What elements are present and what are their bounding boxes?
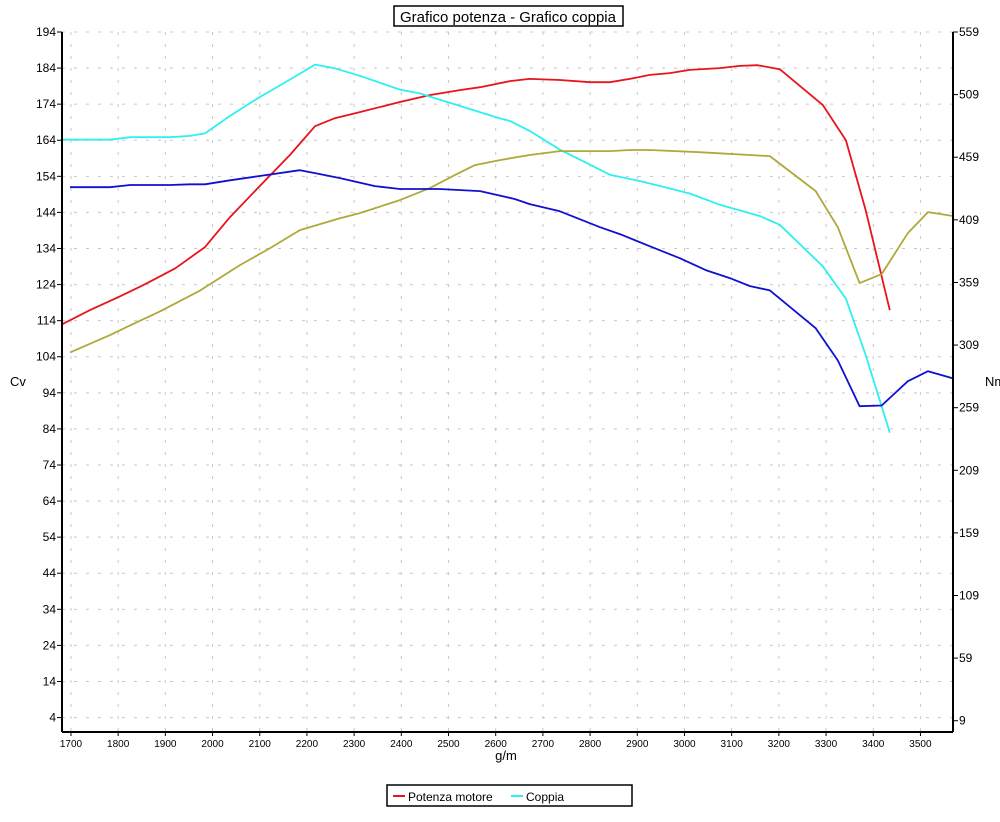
x-tick-label: 2900 <box>626 739 649 750</box>
left-tick-label: 94 <box>43 386 57 400</box>
x-tick-label: 2700 <box>532 739 555 750</box>
left-tick-label: 154 <box>36 169 56 183</box>
right-tick-label: 9 <box>959 714 966 728</box>
right-axis-label: Nm <box>985 374 1000 389</box>
right-tick-label: 309 <box>959 338 979 352</box>
left-tick-label: 144 <box>36 205 56 219</box>
right-tick-label: 359 <box>959 275 979 289</box>
left-tick-label: 124 <box>36 278 56 292</box>
grid <box>62 31 953 732</box>
left-tick-label: 194 <box>36 25 56 39</box>
left-tick-label: 84 <box>43 422 57 436</box>
x-tick-label: 3100 <box>721 739 744 750</box>
left-axis-label: Cv <box>10 374 26 389</box>
left-tick-label: 14 <box>43 674 57 688</box>
x-tick-label: 3000 <box>673 739 696 750</box>
x-axis-label: g/m <box>495 748 517 763</box>
series-lines <box>61 63 954 433</box>
series-line-3 <box>70 169 954 408</box>
right-tick-label: 109 <box>959 589 979 603</box>
left-tick-label: 114 <box>37 314 56 328</box>
x-tick-label: 2200 <box>296 739 319 750</box>
x-tick-label: 1700 <box>60 739 83 750</box>
x-tick-label: 3500 <box>909 739 932 750</box>
x-tick-label: 2800 <box>579 739 602 750</box>
right-tick-label: 159 <box>959 526 979 540</box>
x-tick-label: 3200 <box>768 739 791 750</box>
x-tick-label: 2400 <box>390 739 413 750</box>
right-tick-label: 509 <box>959 88 979 102</box>
x-tick-label: 2500 <box>437 739 460 750</box>
right-tick-label: 409 <box>959 213 979 227</box>
x-tick-label: 3400 <box>862 739 885 750</box>
left-tick-label: 44 <box>43 566 57 580</box>
left-tick-label: 54 <box>43 530 57 544</box>
left-tick-label: 34 <box>43 602 57 616</box>
x-tick-label: 1900 <box>154 739 177 750</box>
left-tick-label: 134 <box>36 241 56 255</box>
legend-label-coppia: Coppia <box>526 790 564 804</box>
left-tick-label: 4 <box>49 711 56 725</box>
x-tick-label: 2600 <box>485 739 508 750</box>
left-tick-label: 164 <box>36 133 56 147</box>
left-tick-label: 184 <box>36 61 56 75</box>
right-tick-label: 209 <box>959 463 979 477</box>
right-tick-label: 559 <box>959 25 979 39</box>
chart-title-box: Grafico potenza - Grafico coppia <box>393 5 624 27</box>
legend: Potenza motore Coppia <box>386 784 633 807</box>
x-tick-label: 2100 <box>249 739 272 750</box>
series-line-0 <box>61 64 891 326</box>
x-tick-label: 1800 <box>107 739 130 750</box>
series-line-1 <box>62 63 891 433</box>
right-tick-label: 259 <box>959 401 979 415</box>
ticks: 1700 1800 1900 2000 2100 2200 2300 2400 2500 2600… <box>36 25 979 750</box>
left-tick-label: 64 <box>43 494 57 508</box>
right-tick-label: 59 <box>959 651 973 665</box>
left-tick-label: 174 <box>36 97 56 111</box>
left-tick-label: 24 <box>43 638 57 652</box>
legend-label-potenza: Potenza motore <box>408 790 493 804</box>
chart-title: Grafico potenza - Grafico coppia <box>400 9 617 26</box>
series-line-2 <box>69 149 954 354</box>
left-tick-label: 74 <box>43 458 57 472</box>
x-tick-label: 2300 <box>343 739 366 750</box>
right-tick-label: 459 <box>959 150 979 164</box>
left-tick-label: 104 <box>36 350 56 364</box>
x-tick-label: 2000 <box>201 739 224 750</box>
x-tick-label: 3300 <box>815 739 838 750</box>
